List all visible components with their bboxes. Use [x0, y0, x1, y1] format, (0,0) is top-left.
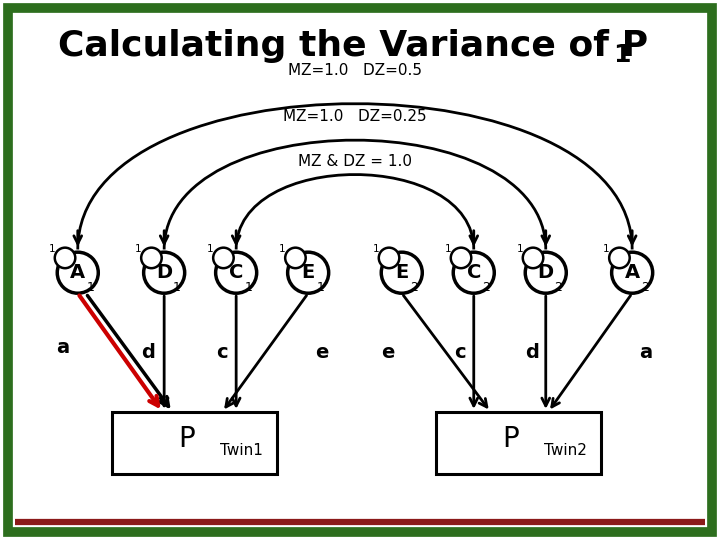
Text: 2: 2 [410, 281, 418, 294]
Circle shape [379, 248, 400, 268]
Circle shape [382, 252, 422, 293]
Text: 1: 1 [135, 244, 141, 254]
Text: A: A [624, 263, 640, 282]
Text: D: D [156, 263, 172, 282]
Text: P: P [502, 425, 519, 453]
Text: MZ & DZ = 1.0: MZ & DZ = 1.0 [298, 154, 412, 170]
Text: 1: 1 [173, 281, 181, 294]
Circle shape [451, 248, 472, 268]
Text: a: a [56, 338, 69, 357]
Bar [436, 411, 601, 474]
Text: 1: 1 [207, 244, 213, 254]
Text: a: a [639, 343, 653, 362]
Text: E: E [395, 263, 408, 282]
Circle shape [143, 252, 185, 293]
Circle shape [609, 248, 630, 268]
Circle shape [141, 248, 162, 268]
Text: MZ=1.0   DZ=0.5: MZ=1.0 DZ=0.5 [288, 63, 422, 78]
Text: 2: 2 [554, 281, 562, 294]
Text: 1: 1 [245, 281, 253, 294]
Text: C: C [467, 263, 481, 282]
Text: 1: 1 [86, 281, 94, 294]
Text: 1: 1 [317, 281, 325, 294]
Circle shape [57, 252, 98, 293]
Text: c: c [216, 343, 228, 362]
Text: 1: 1 [48, 244, 55, 254]
Text: 2: 2 [641, 281, 649, 294]
Text: 2: 2 [482, 281, 490, 294]
Text: 1: 1 [603, 244, 609, 254]
Text: d: d [525, 343, 539, 362]
Text: E: E [302, 263, 315, 282]
Text: Calculating the Variance of P: Calculating the Variance of P [58, 29, 648, 63]
Text: 1: 1 [444, 244, 451, 254]
Circle shape [285, 248, 306, 268]
Circle shape [55, 248, 76, 268]
Text: D: D [538, 263, 554, 282]
Text: e: e [315, 343, 329, 362]
Text: 1: 1 [613, 43, 631, 67]
Text: 1: 1 [516, 244, 523, 254]
Text: Twin1: Twin1 [220, 443, 264, 458]
Circle shape [213, 248, 234, 268]
Text: A: A [70, 263, 86, 282]
Text: MZ=1.0   DZ=0.25: MZ=1.0 DZ=0.25 [283, 109, 427, 124]
Text: d: d [141, 343, 155, 362]
Circle shape [611, 252, 652, 293]
Circle shape [288, 252, 328, 293]
Text: C: C [229, 263, 243, 282]
Text: P: P [178, 425, 195, 453]
Circle shape [526, 252, 566, 293]
Text: Twin2: Twin2 [544, 443, 588, 458]
Circle shape [523, 248, 544, 268]
Bar [112, 411, 277, 474]
Circle shape [454, 252, 495, 293]
Text: 1: 1 [372, 244, 379, 254]
Text: 1: 1 [279, 244, 285, 254]
Circle shape [216, 252, 257, 293]
Text: e: e [381, 343, 395, 362]
Text: c: c [454, 343, 466, 362]
